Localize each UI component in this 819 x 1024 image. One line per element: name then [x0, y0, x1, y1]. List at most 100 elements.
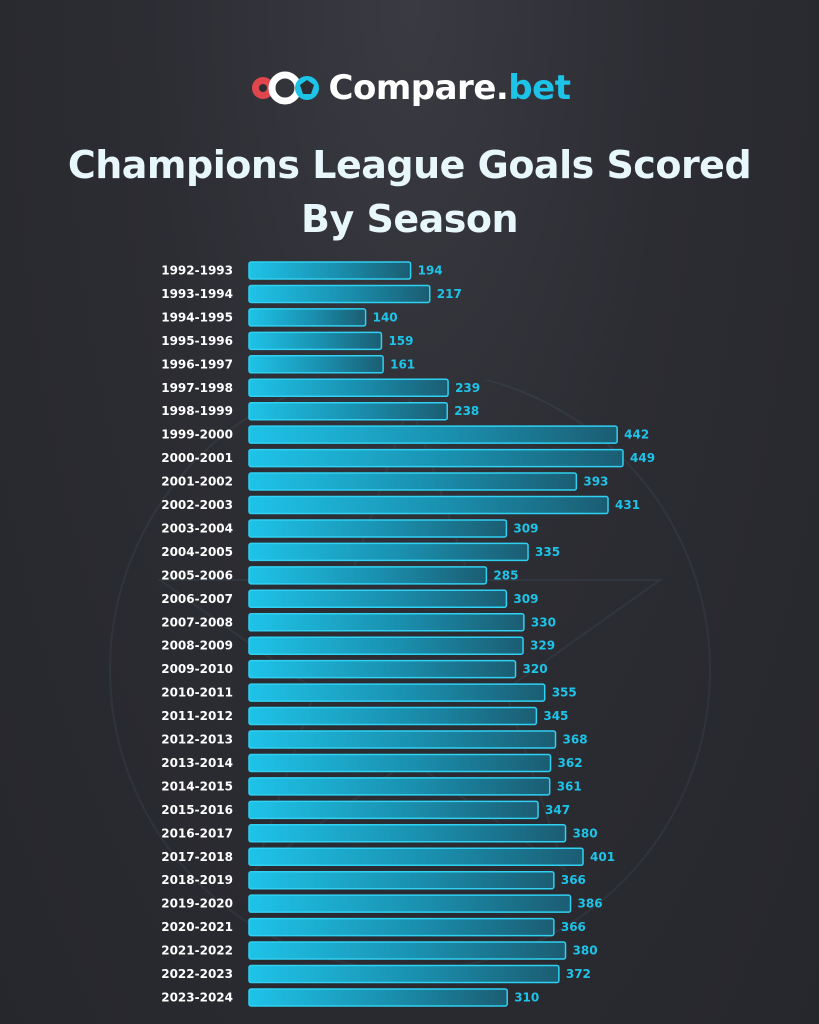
value-label: 285 [493, 568, 518, 582]
category-label: 2009-2010 [161, 662, 233, 676]
bar [248, 542, 529, 562]
value-label: 362 [558, 756, 583, 770]
category-label: 1996-1997 [161, 357, 233, 371]
value-label: 140 [373, 310, 398, 324]
bar [248, 894, 572, 913]
bar [248, 495, 609, 515]
value-label: 309 [513, 521, 538, 535]
category-label: 2005-2006 [161, 568, 233, 582]
value-label: 239 [455, 381, 480, 395]
value-label: 368 [563, 733, 588, 747]
category-label: 2007-2008 [161, 615, 233, 629]
value-label: 161 [390, 357, 415, 371]
value-label: 330 [531, 615, 556, 629]
category-label: 1998-1999 [161, 404, 233, 418]
category-label: 2023-2024 [161, 990, 233, 1004]
category-label: 1997-1998 [161, 381, 233, 395]
category-label: 2018-2019 [161, 873, 233, 887]
bar [248, 308, 367, 327]
category-label: 2004-2005 [161, 545, 233, 559]
value-label: 329 [530, 639, 555, 653]
bar [248, 753, 552, 773]
category-label: 2010-2011 [161, 686, 233, 700]
bar [248, 284, 431, 304]
category-label: 2014-2015 [161, 779, 233, 793]
bar [248, 472, 578, 491]
bar [248, 519, 508, 538]
bar [248, 706, 538, 726]
bar [248, 378, 449, 397]
bar [248, 824, 567, 843]
category-label: 2008-2009 [161, 639, 233, 653]
value-label: 159 [388, 334, 413, 348]
value-label: 393 [583, 475, 608, 489]
category-label: 2021-2022 [161, 944, 233, 958]
category-label: 2020-2021 [161, 920, 233, 934]
value-label: 401 [590, 850, 615, 864]
category-label: 2001-2002 [161, 475, 233, 489]
category-label: 2013-2014 [161, 756, 233, 770]
category-label: 2015-2016 [161, 803, 233, 817]
category-label: 2002-2003 [161, 498, 233, 512]
bar [248, 847, 584, 866]
brand-name: Compare.bet [329, 68, 571, 108]
brand-logo: Compare.bet [0, 68, 819, 108]
bar [248, 589, 508, 609]
bar [248, 870, 555, 890]
brand-name-main: Compare. [328, 68, 509, 108]
value-label: 386 [578, 897, 603, 911]
value-label: 217 [437, 287, 462, 301]
value-label: 347 [545, 803, 570, 817]
category-label: 2011-2012 [161, 709, 233, 723]
bar [248, 261, 412, 280]
bar [248, 964, 560, 984]
bar [248, 425, 618, 444]
value-label: 355 [552, 686, 577, 700]
bar [248, 917, 555, 937]
bar [248, 988, 508, 1007]
value-label: 372 [566, 967, 591, 981]
category-label: 2016-2017 [161, 826, 233, 840]
value-label: 380 [573, 944, 598, 958]
value-label: 380 [573, 826, 598, 840]
value-label: 449 [630, 451, 655, 465]
value-label: 361 [557, 779, 582, 793]
chart-title-line-2: By Season [300, 197, 519, 241]
value-label: 310 [514, 990, 539, 1004]
bar [248, 659, 517, 679]
value-label: 335 [535, 545, 560, 559]
bar [248, 331, 383, 351]
chart-title-line-1: Champions League Goals Scored [67, 143, 752, 187]
bar [248, 613, 525, 632]
value-label: 309 [513, 592, 538, 606]
value-label: 366 [561, 920, 586, 934]
value-label: 442 [624, 428, 649, 442]
bar [248, 800, 539, 820]
bar [248, 730, 557, 749]
compare-bet-logo-icon [251, 71, 319, 105]
category-label: 2000-2001 [161, 451, 233, 465]
category-label: 1992-1993 [161, 264, 233, 278]
category-label: 2019-2020 [161, 897, 233, 911]
bar [248, 566, 488, 585]
category-label: 2017-2018 [161, 850, 233, 864]
bar [248, 355, 384, 374]
category-label: 2006-2007 [161, 592, 233, 606]
bar [248, 636, 524, 655]
category-label: 1994-1995 [161, 310, 233, 324]
bar [248, 448, 624, 468]
bar [248, 941, 567, 960]
brand-name-accent: bet [508, 68, 571, 108]
category-label: 1999-2000 [161, 428, 233, 442]
category-label: 1995-1996 [161, 334, 233, 348]
bar [248, 683, 546, 702]
value-label: 366 [561, 873, 586, 887]
bar [248, 777, 551, 796]
value-label: 345 [543, 709, 568, 723]
category-label: 2012-2013 [161, 733, 233, 747]
value-label: 238 [454, 404, 479, 418]
chart-title: Champions League Goals Scored By Season [0, 138, 819, 246]
value-label: 431 [615, 498, 640, 512]
category-label: 1993-1994 [161, 287, 233, 301]
